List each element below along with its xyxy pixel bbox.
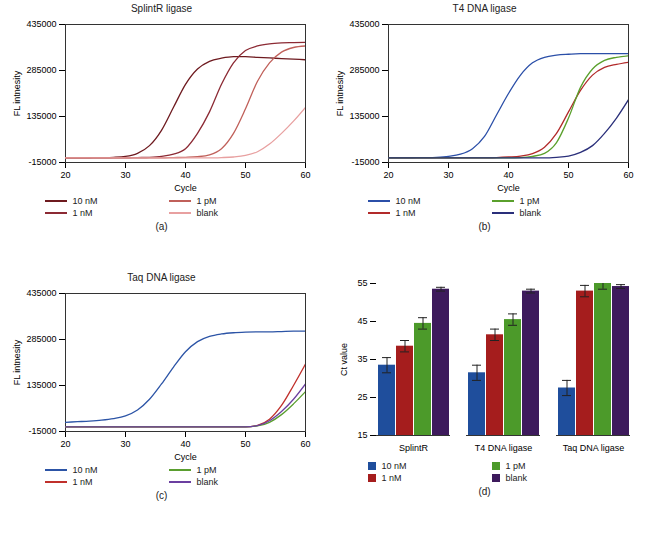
html-text:blank: blank bbox=[196, 208, 218, 218]
html-text:(d): (d) bbox=[478, 486, 491, 497]
svg-text:135000: 135000 bbox=[349, 111, 379, 121]
svg-text:135000: 135000 bbox=[26, 111, 56, 121]
svg-text:20: 20 bbox=[383, 170, 393, 180]
html-text:(c): (c) bbox=[155, 490, 168, 501]
svg-text:60: 60 bbox=[300, 170, 310, 180]
svg-text:285000: 285000 bbox=[349, 65, 379, 75]
html-text:(a): (a) bbox=[155, 221, 168, 232]
html-text:SplintR ligase: SplintR ligase bbox=[130, 3, 193, 14]
svg-text:20: 20 bbox=[60, 439, 70, 449]
svg-text:285000: 285000 bbox=[26, 334, 56, 344]
svg-text:40: 40 bbox=[503, 170, 513, 180]
svg-text:40: 40 bbox=[180, 170, 190, 180]
svg-text:30: 30 bbox=[443, 170, 453, 180]
svg-text:T4 DNA ligase: T4 DNA ligase bbox=[474, 443, 532, 453]
svg-text:-15000: -15000 bbox=[351, 157, 379, 167]
svg-text:435000: 435000 bbox=[26, 19, 56, 29]
svg-text:40: 40 bbox=[180, 439, 190, 449]
svg-text:Cycle: Cycle bbox=[174, 452, 197, 462]
html-text:1 nM: 1 nM bbox=[381, 473, 402, 483]
svg-text:-15000: -15000 bbox=[28, 426, 56, 436]
html-text:1 pM: 1 pM bbox=[505, 461, 526, 471]
svg-text:FL intnesity: FL intnesity bbox=[334, 70, 344, 116]
svg-text:30: 30 bbox=[120, 439, 130, 449]
html-text:1 pM: 1 pM bbox=[519, 196, 540, 206]
svg-text:435000: 435000 bbox=[349, 19, 379, 29]
html-text:(b): (b) bbox=[478, 221, 491, 232]
html-text:Taq DNA ligase: Taq DNA ligase bbox=[127, 272, 196, 283]
svg-text:Cycle: Cycle bbox=[174, 183, 197, 193]
svg-text:435000: 435000 bbox=[26, 288, 56, 298]
html-text:10 nM: 10 nM bbox=[72, 196, 98, 206]
svg-text:50: 50 bbox=[563, 170, 573, 180]
svg-text:15: 15 bbox=[357, 430, 367, 440]
svg-text:50: 50 bbox=[240, 439, 250, 449]
svg-text:60: 60 bbox=[623, 170, 633, 180]
svg-text:Taq DNA ligase: Taq DNA ligase bbox=[562, 443, 624, 453]
svg-text:20: 20 bbox=[60, 170, 70, 180]
svg-text:35: 35 bbox=[357, 354, 367, 364]
html-text:10 nM: 10 nM bbox=[395, 196, 421, 206]
html-text:1 nM: 1 nM bbox=[72, 477, 93, 487]
svg-text:Cycle: Cycle bbox=[497, 183, 520, 193]
svg-text:Ct value: Ct value bbox=[338, 343, 348, 376]
svg-text:135000: 135000 bbox=[26, 380, 56, 390]
html-text:10 nM: 10 nM bbox=[381, 461, 407, 471]
svg-text:-15000: -15000 bbox=[28, 157, 56, 167]
html-text:1 nM: 1 nM bbox=[72, 208, 93, 218]
svg-text:FL intnesity: FL intnesity bbox=[11, 339, 21, 385]
svg-text:60: 60 bbox=[300, 439, 310, 449]
svg-text:50: 50 bbox=[240, 170, 250, 180]
svg-text:SplintR: SplintR bbox=[398, 443, 428, 453]
html-text:blank: blank bbox=[196, 477, 218, 487]
html-text:1 pM: 1 pM bbox=[196, 196, 217, 206]
html-text:10 nM: 10 nM bbox=[72, 465, 98, 475]
svg-text:55: 55 bbox=[357, 278, 367, 288]
svg-text:25: 25 bbox=[357, 392, 367, 402]
svg-text:285000: 285000 bbox=[26, 65, 56, 75]
html-text:blank: blank bbox=[519, 208, 541, 218]
html-text:1 nM: 1 nM bbox=[395, 208, 416, 218]
svg-text:30: 30 bbox=[120, 170, 130, 180]
html-text:blank: blank bbox=[505, 473, 527, 483]
svg-text:FL intnesity: FL intnesity bbox=[11, 70, 21, 116]
svg-text:45: 45 bbox=[357, 316, 367, 326]
html-text:1 pM: 1 pM bbox=[196, 465, 217, 475]
html-text:T4 DNA ligase: T4 DNA ligase bbox=[452, 3, 517, 14]
